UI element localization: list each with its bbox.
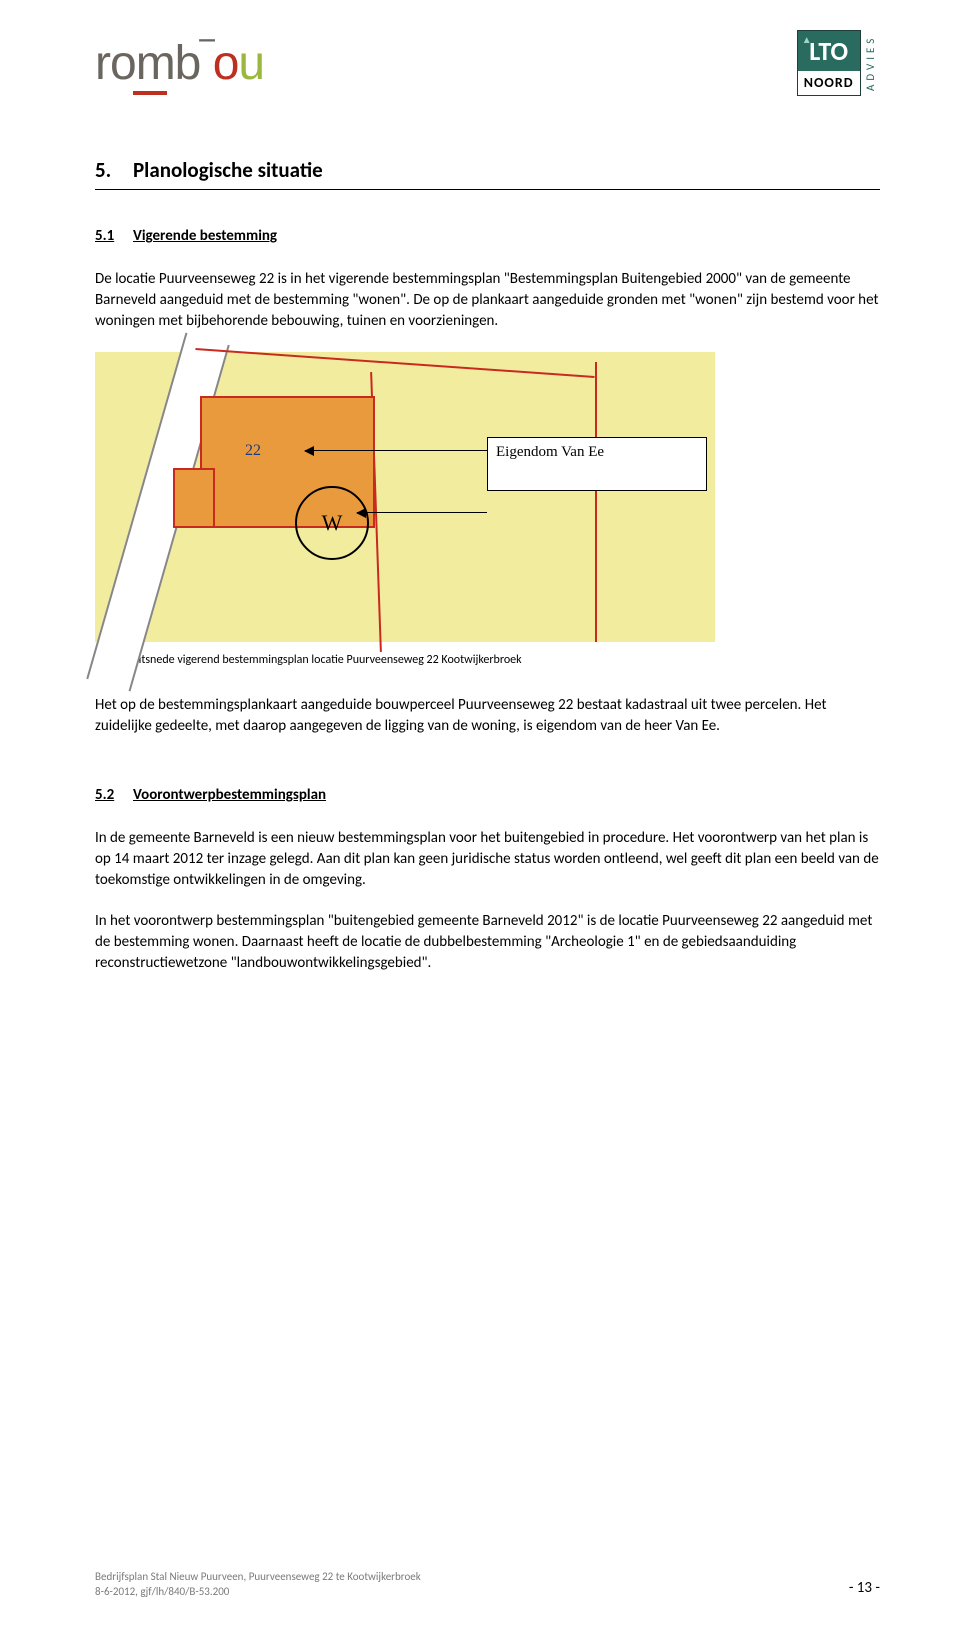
section-number: 5. bbox=[95, 156, 133, 185]
subsection-5-2-title: 5.2Voorontwerpbestemmingsplan bbox=[95, 785, 880, 806]
lto-side-label: ADVIES bbox=[861, 30, 880, 96]
para-5-2-body2: In het voorontwerp bestemmingsplan "buit… bbox=[95, 911, 880, 974]
map-callout-arrow bbox=[305, 450, 487, 451]
map-callout-arrow bbox=[357, 512, 487, 513]
footer-doc-title: Bedrijfsplan Stal Nieuw Puurveen, Puurve… bbox=[95, 1570, 421, 1584]
footer-doc-ref: 8-6-2012, gjf/lh/840/B-53.200 bbox=[95, 1585, 421, 1599]
para-5-1-intro: De locatie Puurveenseweg 22 is in het vi… bbox=[95, 269, 880, 332]
map-parcel-line bbox=[595, 362, 597, 642]
map-caption: Kaartje uitsnede vigerend bestemmingspla… bbox=[95, 652, 880, 669]
map-callout-label: Eigendom Van Ee bbox=[487, 437, 707, 491]
map-side-parcel bbox=[173, 468, 215, 528]
para-5-1-body2: Het op de bestemmingsplankaart aangeduid… bbox=[95, 695, 880, 737]
subsection-5-2-text: Voorontwerpbestemmingsplan bbox=[133, 786, 326, 804]
section-title: 5.Planologische situatie bbox=[95, 156, 880, 190]
map-house-number: 22 bbox=[245, 440, 261, 462]
map-figure: 22 W Eigendom Van Ee bbox=[95, 352, 715, 642]
lto-bottom-label: NOORD bbox=[798, 71, 860, 95]
page-footer: Bedrijfsplan Stal Nieuw Puurveen, Puurve… bbox=[95, 1570, 880, 1599]
section-title-text: Planologische situatie bbox=[133, 157, 323, 183]
subsection-5-1-number: 5.1 bbox=[95, 226, 133, 247]
subsection-5-2-number: 5.2 bbox=[95, 785, 133, 806]
subsection-5-1-text: Vigerende bestemming bbox=[133, 227, 277, 245]
map-zoning-w-symbol: W bbox=[295, 486, 369, 560]
logo-lto-noord: ▲LTO NOORD ADVIES bbox=[797, 30, 880, 96]
page-number: - 13 - bbox=[849, 1578, 880, 1599]
para-5-2-body1: In de gemeente Barneveld is een nieuw be… bbox=[95, 828, 880, 891]
logo-rombou-text: romb‾ou bbox=[95, 30, 264, 97]
lto-top-label: ▲LTO bbox=[798, 31, 860, 71]
subsection-5-1-title: 5.1Vigerende bestemming bbox=[95, 226, 880, 247]
page-header: romb‾ou ▲LTO NOORD ADVIES bbox=[95, 30, 880, 96]
logo-rombou: romb‾ou bbox=[95, 30, 264, 95]
